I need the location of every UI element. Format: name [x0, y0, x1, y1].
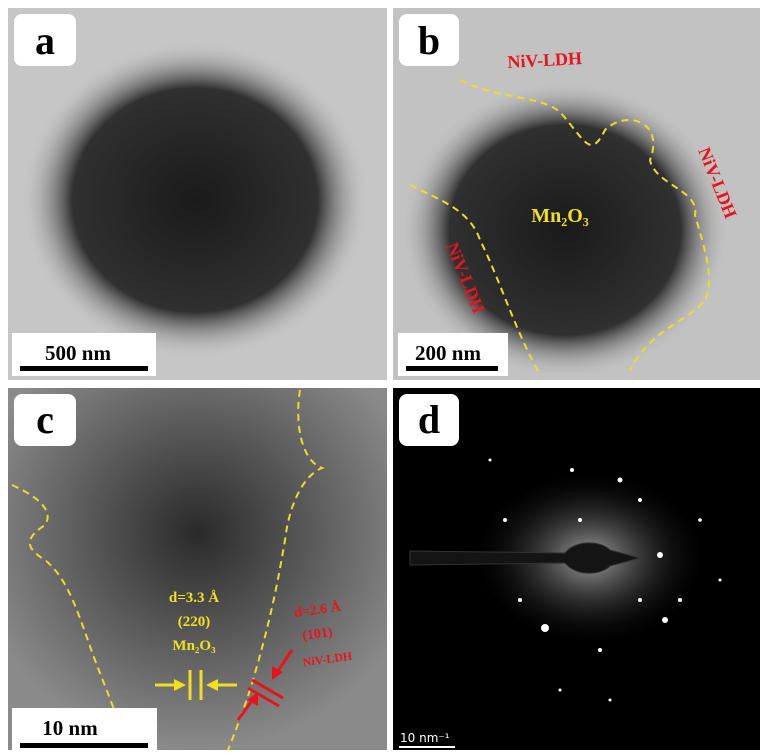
scale-bar-label: 500 nm [45, 341, 111, 365]
scale-bar [20, 366, 148, 371]
panel-label: d [418, 397, 440, 442]
panel-c: c d=3.3 Å (220) Mn₂O₃ d=2.6 Å (101) NiV-… [8, 388, 387, 750]
annotation: NiV-LDH [507, 48, 583, 72]
particle [20, 40, 370, 360]
annotation: Mn₂O₃ [172, 638, 216, 654]
panel-a: a 500 nm [8, 8, 387, 380]
scale-bar [406, 366, 498, 371]
panel-label: b [418, 18, 440, 63]
scale-bar-label: 10 nm [42, 716, 98, 740]
figure: a 500 nm b NiV-LDH NiV-LDH NiV-LDH Mn₂O₃… [0, 0, 767, 756]
panel-d: d 10 nm⁻¹ [393, 388, 760, 750]
panel-label: a [35, 18, 55, 63]
scale-bar-label: 200 nm [415, 341, 481, 365]
scale-bar [399, 746, 455, 748]
annotation: Mn₂O₃ [531, 205, 589, 227]
scale-bar-label: 10 nm⁻¹ [400, 731, 450, 745]
panel-label: c [36, 397, 54, 442]
annotation: d=3.3 Å [169, 590, 219, 606]
panel-b: b NiV-LDH NiV-LDH NiV-LDH Mn₂O₃ 200 nm [393, 8, 760, 380]
annotation: (220) [178, 614, 211, 630]
scale-bar [20, 743, 148, 748]
